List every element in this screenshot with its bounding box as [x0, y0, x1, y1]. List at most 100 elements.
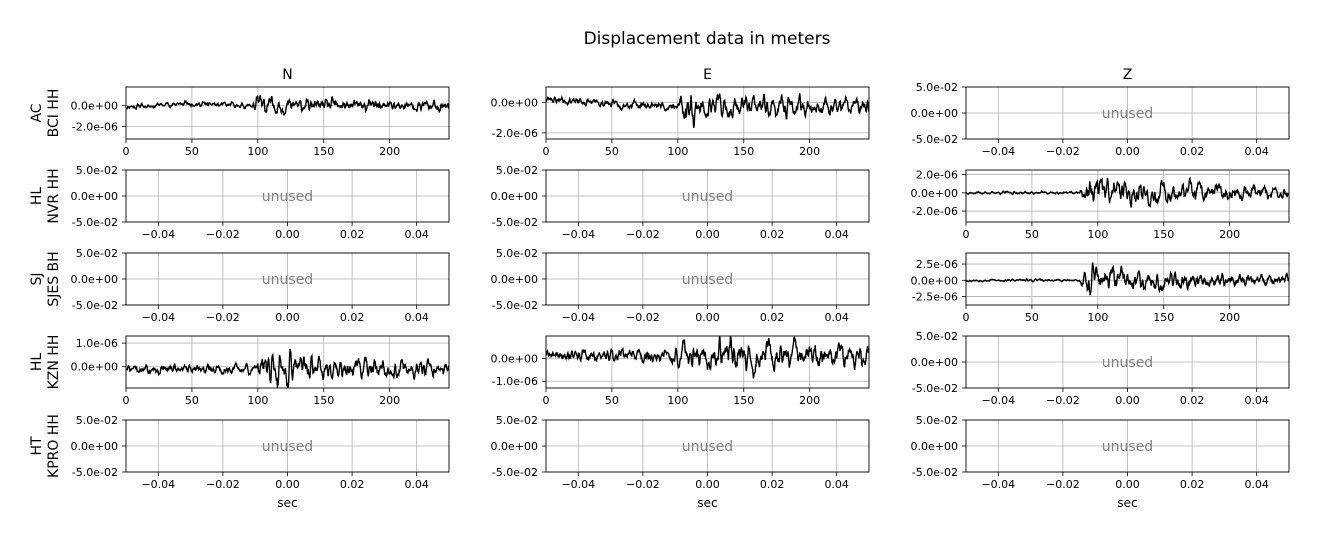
- x-tick-label: 0.00: [275, 228, 300, 241]
- x-tick-label: 0.04: [404, 478, 429, 491]
- x-tick-label: 0.04: [1244, 394, 1269, 407]
- axes-frame: [125, 86, 450, 140]
- x-tick-label: 0.04: [824, 228, 849, 241]
- row-label-0: AC BCI HH: [29, 89, 62, 138]
- row-network-label: HT: [29, 436, 45, 456]
- axes-frame: [545, 335, 870, 389]
- y-tick-label: 0.0e+00: [71, 273, 118, 286]
- y-tick-label: 5.0e-02: [916, 414, 958, 427]
- x-tick-label: −0.02: [206, 478, 240, 491]
- y-tick-label: 2.0e-06: [916, 169, 958, 182]
- x-tick-label: 50: [1025, 228, 1039, 241]
- panel-kpro-hh-z: unused −0.04 −0.02 0.00 0.02 0.04 -5.0e-02 0.0e…: [911, 414, 1290, 491]
- x-tick-label: 200: [1219, 311, 1240, 324]
- x-tick-label: 150: [1153, 311, 1174, 324]
- x-tick-label: 0.04: [824, 311, 849, 324]
- x-tick-label: −0.02: [1046, 478, 1080, 491]
- row-station-label: NVR HH: [46, 168, 62, 223]
- row-network-label: HL: [29, 187, 45, 206]
- axes-frame: [125, 335, 450, 389]
- unused-label: unused: [682, 272, 733, 288]
- y-tick-label: 5.0e-02: [76, 414, 118, 427]
- y-tick-label: -2.0e-06: [912, 205, 958, 218]
- x-tick-label: −0.04: [981, 478, 1015, 491]
- x-tick-label: −0.02: [626, 478, 660, 491]
- x-tick-label: 0.00: [695, 228, 720, 241]
- y-tick-label: -5.0e-02: [492, 299, 538, 312]
- panel-kzn-hh-n: 0 50 100 150 200 1.0e-06 0.0e+00: [71, 335, 450, 407]
- row-network-label: HL: [29, 353, 45, 372]
- y-tick-label: -2.0e-06: [492, 127, 538, 140]
- axes-frame: [545, 86, 870, 140]
- x-tick-label: −0.04: [141, 228, 175, 241]
- x-tick-label: −0.04: [141, 311, 175, 324]
- y-tick-label: -2.0e-06: [72, 121, 118, 134]
- waveform-trace: [126, 348, 449, 388]
- x-tick-label: 100: [247, 145, 268, 158]
- x-tick-label: 100: [667, 145, 688, 158]
- x-tick-label: 0.02: [760, 228, 785, 241]
- y-tick-label: -5.0e-02: [72, 216, 118, 229]
- row-station-label: KZN HH: [46, 335, 62, 390]
- x-tick-label: 150: [733, 145, 754, 158]
- x-tick-label: 0: [543, 145, 550, 158]
- x-tick-label: 0.02: [1180, 145, 1205, 158]
- x-tick-label: −0.02: [206, 228, 240, 241]
- x-axis-label: sec: [277, 496, 297, 510]
- y-tick-label: 0.0e+00: [911, 107, 958, 120]
- x-tick-label: 150: [313, 394, 334, 407]
- y-tick-label: 0.0e+00: [71, 361, 118, 374]
- y-tick-label: -5.0e-02: [492, 466, 538, 479]
- panel-kpro-hh-n: unused −0.04 −0.02 0.00 0.02 0.04 -5.0e-02 0.0e…: [71, 414, 450, 491]
- x-tick-label: 0.00: [695, 311, 720, 324]
- y-tick-label: -5.0e-02: [912, 466, 958, 479]
- unused-label: unused: [262, 272, 313, 288]
- row-station-label: SJES BH: [46, 251, 62, 306]
- x-tick-label: 0.00: [275, 478, 300, 491]
- x-tick-label: 0.02: [340, 311, 365, 324]
- panel-nvr-hh-n: unused −0.04 −0.02 0.00 0.02 0.04 -5.0e-02 0.0e…: [71, 164, 450, 241]
- y-tick-label: 0.0e+00: [911, 440, 958, 453]
- y-tick-label: 5.0e-02: [496, 247, 538, 260]
- panel-sjes-bh-n: unused −0.04 −0.02 0.00 0.02 0.04 -5.0e-02 0.0e…: [71, 247, 450, 324]
- panel-kpro-hh-e: unused −0.04 −0.02 0.00 0.02 0.04 -5.0e-02 0.0e…: [491, 414, 870, 491]
- unused-label: unused: [1102, 355, 1153, 371]
- y-tick-label: -5.0e-02: [912, 133, 958, 146]
- y-tick-label: 0.0e+00: [491, 190, 538, 203]
- y-tick-label: -1.0e-06: [492, 375, 538, 388]
- x-axis-label: sec: [1117, 496, 1137, 510]
- unused-label: unused: [682, 189, 733, 205]
- y-tick-label: 5.0e-02: [76, 247, 118, 260]
- y-tick-label: 0.0e+00: [491, 273, 538, 286]
- row-label-1: HL NVR HH: [29, 168, 62, 223]
- x-tick-label: −0.04: [561, 478, 595, 491]
- x-tick-label: 0.02: [760, 311, 785, 324]
- waveform-trace: [546, 93, 869, 128]
- y-tick-label: 5.0e-02: [496, 164, 538, 177]
- x-tick-label: 150: [733, 394, 754, 407]
- unused-label: unused: [1102, 439, 1153, 455]
- x-tick-label: 0.04: [404, 228, 429, 241]
- row-station-label: BCI HH: [46, 89, 62, 138]
- panel-sjes-bh-e: unused −0.04 −0.02 0.00 0.02 0.04 -5.0e-02 0.0e…: [491, 247, 870, 324]
- column-title-z: Z: [1123, 67, 1133, 83]
- y-tick-label: 0.0e+00: [71, 440, 118, 453]
- x-tick-label: 0.02: [340, 228, 365, 241]
- x-tick-label: 200: [379, 394, 400, 407]
- panel-bci-hh-z: unused −0.04 −0.02 0.00 0.02 0.04 -5.0e-02 0.0e…: [911, 81, 1290, 158]
- x-tick-label: 0.04: [404, 311, 429, 324]
- x-tick-label: 200: [799, 145, 820, 158]
- x-tick-label: −0.04: [561, 311, 595, 324]
- y-tick-label: -5.0e-02: [72, 466, 118, 479]
- x-tick-label: 0.02: [1180, 478, 1205, 491]
- x-tick-label: 0: [123, 145, 130, 158]
- x-tick-label: 0.04: [824, 478, 849, 491]
- y-tick-label: -2.5e-06: [912, 291, 958, 304]
- x-tick-label: 0: [963, 311, 970, 324]
- x-tick-label: 50: [605, 394, 619, 407]
- panel-kzn-hh-e: 0 50 100 150 200 0.0e+00 -1.0e-06: [491, 335, 870, 407]
- x-tick-label: 50: [1025, 311, 1039, 324]
- x-tick-label: 0.00: [695, 478, 720, 491]
- x-tick-label: 150: [1153, 228, 1174, 241]
